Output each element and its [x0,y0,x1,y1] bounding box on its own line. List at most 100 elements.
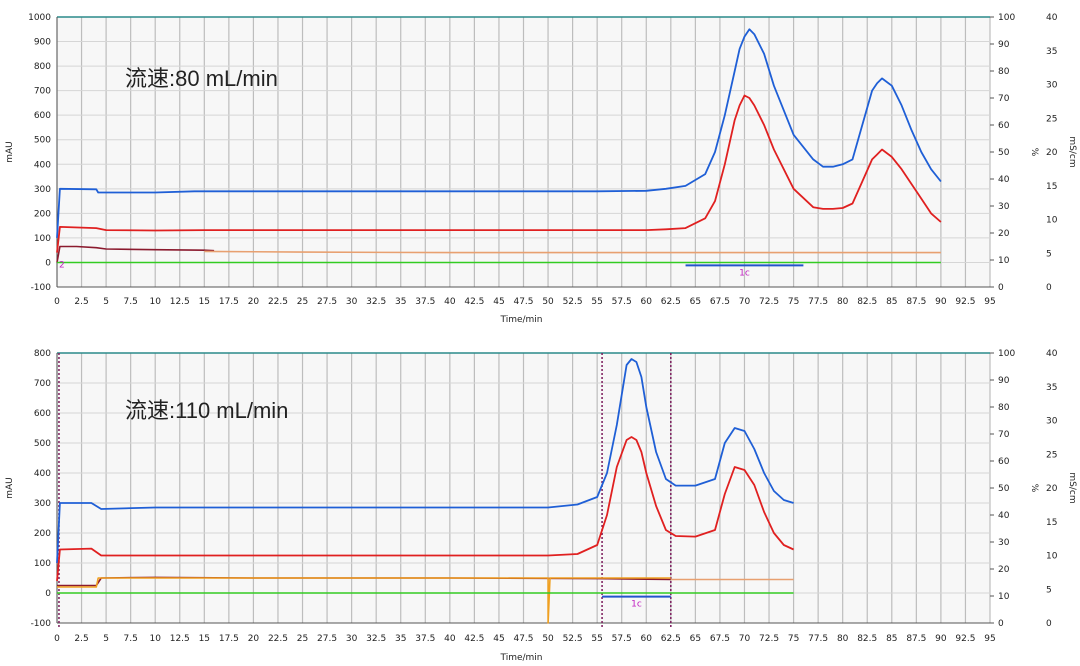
x-tick-label: 87.5 [906,297,926,307]
x-tick-label: 85 [886,297,897,307]
x-tick-label: 62.5 [661,634,681,644]
y2-tick-label: 10 [998,592,1010,602]
series-line-uv-280-nm [56,28,942,238]
x-tick-label: 2.5 [74,634,88,644]
fraction-label: 1c [739,268,750,278]
x-tick-label: 60 [641,634,653,644]
x-tick-label: 80 [837,634,849,644]
x-tick-label: 72.5 [759,297,779,307]
x-tick-label: 32.5 [366,297,386,307]
y-axis-title: mAU [5,477,15,499]
x-axis-title: Time/min [499,653,542,663]
y2-tick-label: 90 [998,376,1010,386]
y2-tick-label: 40 [998,511,1010,521]
x-tick-label: 2.5 [74,297,88,307]
x-tick-label: 50 [542,297,554,307]
y3-tick-label: 20 [1046,148,1058,158]
x-tick-label: 27.5 [317,634,337,644]
series-line-uv-254-nm [56,94,942,253]
x-tick-label: 95 [984,297,995,307]
x-tick-label: 30 [346,297,358,307]
x-tick-label: 20 [248,634,260,644]
y-tick-label: 800 [34,349,51,359]
y-tick-label: 700 [34,379,51,389]
series-line-uv-254-nm [56,436,794,582]
y2-tick-label: 100 [998,349,1015,359]
y2-tick-label: 40 [998,175,1010,185]
y3-tick-label: 5 [1046,585,1052,595]
x-tick-label: 25 [297,297,308,307]
y3-tick-label: 20 [1046,484,1058,494]
x-tick-label: 70 [739,297,751,307]
y2-tick-label: 20 [998,565,1010,575]
y2-tick-label: 30 [998,538,1010,548]
x-tick-label: 7.5 [123,634,137,644]
y3-tick-label: 30 [1046,417,1058,427]
x-tick-label: 35 [395,297,406,307]
y-tick-label: 1000 [28,13,51,23]
x-tick-label: 95 [984,634,995,644]
x-tick-label: 57.5 [612,297,632,307]
y-tick-label: 100 [34,559,51,569]
y3-tick-label: 10 [1046,216,1058,226]
x-tick-label: 55 [591,297,602,307]
y2-tick-label: 50 [998,484,1010,494]
y-tick-label: -100 [31,619,52,629]
x-tick-label: 80 [837,297,849,307]
y-tick-label: 0 [45,258,51,268]
x-tick-label: 90 [935,297,947,307]
x-tick-label: 67.5 [710,634,730,644]
x-axis-title: Time/min [499,315,542,325]
y-tick-label: 400 [34,469,51,479]
x-tick-label: 65 [690,297,701,307]
x-tick-label: 72.5 [759,634,779,644]
y-tick-label: 300 [34,499,51,509]
x-tick-label: 47.5 [513,297,533,307]
x-tick-label: 55 [591,634,602,644]
y3-axis-title: mS/cm [1067,472,1077,503]
y3-tick-label: 30 [1046,81,1058,91]
x-tick-label: 85 [886,634,897,644]
y2-tick-label: 70 [998,94,1010,104]
x-tick-label: 12.5 [170,297,190,307]
y-tick-label: 500 [34,136,51,146]
y2-tick-label: 60 [998,457,1010,467]
x-tick-label: 37.5 [415,634,435,644]
y3-tick-label: 35 [1046,47,1057,57]
x-tick-label: 10 [149,634,161,644]
x-tick-label: 42.5 [464,297,484,307]
x-tick-label: 40 [444,634,456,644]
chart-panel-2: 0 2.5 5 7.5 10 12.5 15 17.5 20 22.5 25 27.5 30 32.5 35… [5,349,1077,663]
y3-tick-label: 40 [1046,349,1058,359]
y3-tick-label: 25 [1046,450,1057,460]
y-tick-label: 700 [34,87,51,97]
y2-tick-label: 80 [998,403,1010,413]
y3-tick-label: 0 [1046,283,1052,293]
y-tick-label: 800 [34,62,51,72]
y3-axis-title: mS/cm [1067,136,1077,167]
y2-tick-label: 90 [998,40,1010,50]
fraction-label: 1c [631,600,642,610]
x-tick-label: 5 [103,634,109,644]
x-tick-label: 0 [54,297,60,307]
y2-axis-title: % [1029,148,1039,157]
x-tick-label: 27.5 [317,297,337,307]
x-tick-label: 90 [935,634,947,644]
x-tick-label: 22.5 [268,634,288,644]
x-tick-label: 35 [395,634,406,644]
y-tick-label: 600 [34,409,51,419]
y2-tick-label: 50 [998,148,1010,158]
y2-tick-label: 20 [998,229,1010,239]
x-tick-label: 92.5 [955,634,975,644]
y-tick-label: -100 [31,283,52,293]
y-tick-label: 0 [45,589,51,599]
x-tick-label: 15 [199,297,210,307]
x-tick-label: 32.5 [366,634,386,644]
x-tick-label: 75 [788,297,799,307]
x-tick-label: 52.5 [563,297,583,307]
x-tick-label: 47.5 [513,634,533,644]
x-tick-label: 30 [346,634,358,644]
x-tick-label: 52.5 [563,634,583,644]
y3-tick-label: 35 [1046,383,1057,393]
x-tick-label: 65 [690,634,701,644]
